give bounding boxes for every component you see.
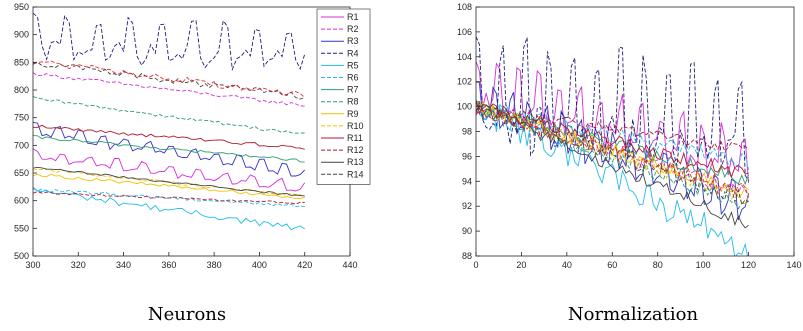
right-xtick-label: 60: [607, 260, 617, 270]
left-series-line-12: [33, 191, 305, 205]
left-series-line-15: [33, 60, 306, 98]
left-ytick-label: 500: [14, 251, 29, 261]
right-ytick-label: 102: [457, 77, 472, 87]
legend-label-r10: R10: [347, 121, 364, 131]
legend-label-r11: R11: [347, 133, 363, 143]
legend-label-r4: R4: [347, 48, 359, 58]
chart-normalization: 0 20 40 60 80 100 120 140 88 90 92 94 96 98 100 102 104 1…: [457, 2, 802, 270]
legend-label-r9: R9: [347, 109, 359, 119]
legend-label-r5: R5: [347, 60, 359, 70]
left-ytick-label: 550: [14, 223, 29, 233]
right-xtick-label: 100: [696, 260, 711, 270]
left-ytick-label: 900: [14, 30, 29, 40]
right-ytick-label: 100: [457, 102, 472, 112]
left-plot-area: [33, 7, 350, 256]
right-series-line-2: [476, 100, 749, 197]
left-ytick-label: 850: [14, 57, 29, 67]
right-ytick-label: 108: [457, 2, 472, 12]
right-series-line-13: [476, 104, 749, 229]
left-xtick-label: 400: [252, 260, 267, 270]
legend-label-r14: R14: [347, 169, 364, 179]
right-ytick-label: 88: [462, 251, 472, 261]
right-ytick-label: 92: [462, 201, 472, 211]
right-series-line-4: [476, 36, 749, 182]
caption-normalization: Normalization: [568, 304, 699, 325]
legend: R1 R2 R3 R4 R5 R6 R7 R8 R9 R10 R11 R12 R13 R14: [316, 8, 371, 185]
left-ytick-label: 600: [14, 196, 29, 206]
right-series-line-5: [476, 99, 748, 256]
right-ytick-label: 106: [457, 27, 472, 37]
right-ytick-label: 98: [462, 127, 472, 137]
legend-label-r12: R12: [347, 145, 364, 155]
right-series-line-3: [476, 81, 750, 221]
right-series-group: [476, 36, 750, 256]
right-series-line-11: [476, 99, 749, 179]
left-series-line-9: [33, 173, 305, 199]
left-series-line-4: [33, 12, 306, 72]
left-xtick-label: 360: [161, 260, 176, 270]
left-xtick-label: 440: [342, 260, 357, 270]
legend-label-r7: R7: [347, 85, 359, 95]
right-series-line-12: [476, 101, 749, 152]
left-ytick-label: 700: [14, 140, 29, 150]
right-series-line-14: [476, 106, 749, 206]
legend-label-r3: R3: [347, 36, 359, 46]
left-series-group: [33, 12, 306, 231]
left-xtick-label: 420: [297, 260, 312, 270]
right-ytick-label: 96: [462, 151, 472, 161]
left-series-line-3: [33, 121, 306, 177]
legend-label-r13: R13: [347, 157, 364, 167]
left-ytick-label: 800: [14, 85, 29, 95]
left-xtick-label: 380: [207, 260, 222, 270]
legend-label-r1: R1: [347, 12, 359, 22]
left-series-line-10: [33, 168, 305, 198]
left-series-line-5: [33, 186, 305, 231]
left-series-line-7: [33, 135, 305, 163]
left-series-line-2: [33, 72, 305, 107]
right-xtick-label: 80: [653, 260, 663, 270]
right-ytick-label: 90: [462, 226, 472, 236]
legend-label-r8: R8: [347, 97, 359, 107]
legend-label-r6: R6: [347, 73, 359, 83]
left-xtick-label: 340: [116, 260, 131, 270]
left-ytick-label: 950: [14, 2, 29, 12]
left-ytick-label: 750: [14, 113, 29, 123]
left-xtick-label: 320: [71, 260, 86, 270]
left-series-line-1: [33, 148, 306, 192]
left-series-line-13: [33, 166, 305, 197]
right-xtick-label: 40: [562, 260, 572, 270]
right-ytick-label: 104: [457, 52, 472, 62]
right-xtick-label: 120: [741, 260, 756, 270]
chart-neurons: 300 320 340 360 380 400 420 440 500 550 600 650 700 7…: [14, 2, 371, 270]
right-series-line-15: [476, 109, 750, 198]
left-xtick-label: 300: [25, 260, 40, 270]
right-xtick-label: 20: [516, 260, 526, 270]
left-series-line-14: [33, 61, 305, 100]
right-xtick-label: 140: [786, 260, 801, 270]
legend-label-r2: R2: [347, 24, 359, 34]
right-ytick-label: 94: [462, 176, 472, 186]
right-series-line-6: [476, 102, 750, 170]
legend-box: [316, 8, 371, 185]
left-series-line-6: [33, 187, 305, 208]
left-series-line-11: [33, 124, 305, 150]
right-xtick-label: 0: [473, 260, 478, 270]
caption-neurons: Neurons: [148, 304, 226, 325]
left-ytick-label: 650: [14, 168, 29, 178]
